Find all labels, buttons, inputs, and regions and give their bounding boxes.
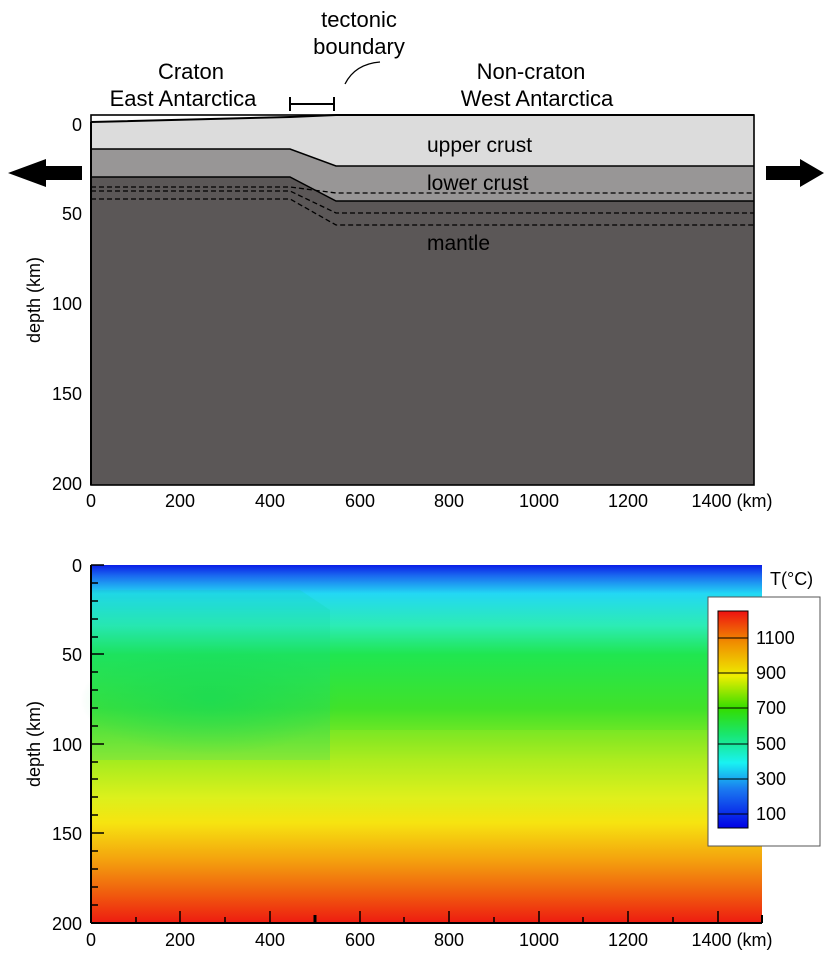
colorbar-label-500: 500 <box>756 734 786 754</box>
craton-mid-depth-anomaly <box>80 645 340 755</box>
top-xticks: 0 200 400 600 800 1000 1200 1400 (km) <box>86 491 773 511</box>
colorbar-ticks <box>718 637 748 815</box>
top-xtick-600: 600 <box>345 491 375 511</box>
top-xtick-0: 0 <box>86 491 96 511</box>
top-xtick-1000: 1000 <box>519 491 559 511</box>
bottom-xtick-marks <box>90 911 719 923</box>
top-ytick-0: 0 <box>72 115 82 135</box>
colorbar-gradient <box>717 610 749 829</box>
bottom-ytick-200: 200 <box>52 914 82 934</box>
colorbar-labels: 1100 900 700 500 300 100 <box>756 628 795 824</box>
top-ytick-100: 100 <box>52 294 82 314</box>
upper-crust-layer <box>91 115 754 166</box>
top-ytick-200: 200 <box>52 474 82 494</box>
colorbar-label-1100: 1100 <box>756 628 795 648</box>
bottom-xtick-1000: 1000 <box>519 930 559 950</box>
tectonic-boundary-label-1: tectonic <box>321 7 397 32</box>
top-ytick-150: 150 <box>52 384 82 404</box>
west-antarctica-label: West Antarctica <box>461 86 614 111</box>
temperature-colorbar: T(°C) 1100 900 700 500 300 100 <box>707 569 821 847</box>
bottom-xtick-400: 400 <box>255 930 285 950</box>
crustal-model-panel: tectonic boundary Craton East Antarctica… <box>8 7 824 511</box>
tectonic-boundary-pointer <box>344 61 381 85</box>
mantle-layer <box>91 177 754 485</box>
moho-boundary <box>91 176 754 202</box>
temperature-panel: depth (km) 0 50 100 150 200 0 200 400 60… <box>24 556 821 950</box>
bottom-xtick-800: 800 <box>434 930 464 950</box>
non-craton-label: Non-craton <box>477 59 586 84</box>
lower-crust-label: lower crust <box>427 172 529 195</box>
top-xtick-200: 200 <box>165 491 195 511</box>
tectonic-boundary-label-2: boundary <box>313 34 405 59</box>
colorbar-label-100: 100 <box>756 804 786 824</box>
right-extension-arrow <box>766 159 824 187</box>
top-xtick-1400: 1400 (km) <box>691 491 772 511</box>
non-craton-warm-zone <box>330 730 762 800</box>
top-xtick-400: 400 <box>255 491 285 511</box>
mantle-label: mantle <box>427 232 490 255</box>
bottom-xtick-200: 200 <box>165 930 195 950</box>
colorbar-label-700: 700 <box>756 698 786 718</box>
bottom-yticks: 0 50 100 150 200 <box>52 556 82 934</box>
bottom-xtick-600: 600 <box>345 930 375 950</box>
bottom-xtick-1400: 1400 (km) <box>691 930 772 950</box>
top-ylabel: depth (km) <box>24 257 44 343</box>
dashed-line-2 <box>91 190 754 214</box>
top-ytick-50: 50 <box>62 204 82 224</box>
bottom-xtick-1200: 1200 <box>608 930 648 950</box>
dashed-line-3 <box>91 198 754 226</box>
dashed-line-1 <box>91 186 754 194</box>
east-antarctica-label: East Antarctica <box>110 86 258 111</box>
left-extension-arrow <box>8 159 82 187</box>
bottom-ytick-50: 50 <box>62 645 82 665</box>
top-yticks: 0 50 100 150 200 <box>52 115 82 494</box>
bottom-xtick-0: 0 <box>86 930 96 950</box>
top-xtick-800: 800 <box>434 491 464 511</box>
colorbar-label-900: 900 <box>756 663 786 683</box>
colorbar-title: T(°C) <box>770 569 813 589</box>
upper-lower-boundary <box>91 148 754 167</box>
bottom-ytick-marks <box>91 564 104 906</box>
colorbar-label-300: 300 <box>756 769 786 789</box>
bottom-xticks: 0 200 400 600 800 1000 1200 1400 (km) <box>86 930 773 950</box>
bottom-ylabel: depth (km) <box>24 701 44 787</box>
bottom-ytick-0: 0 <box>72 556 82 576</box>
bottom-ytick-150: 150 <box>52 824 82 844</box>
tectonic-boundary-bracket <box>289 97 335 111</box>
bottom-ytick-100: 100 <box>52 735 82 755</box>
top-xtick-1200: 1200 <box>608 491 648 511</box>
lower-crust-layer <box>91 149 754 201</box>
craton-label: Craton <box>158 59 224 84</box>
upper-crust-label: upper crust <box>427 134 532 157</box>
